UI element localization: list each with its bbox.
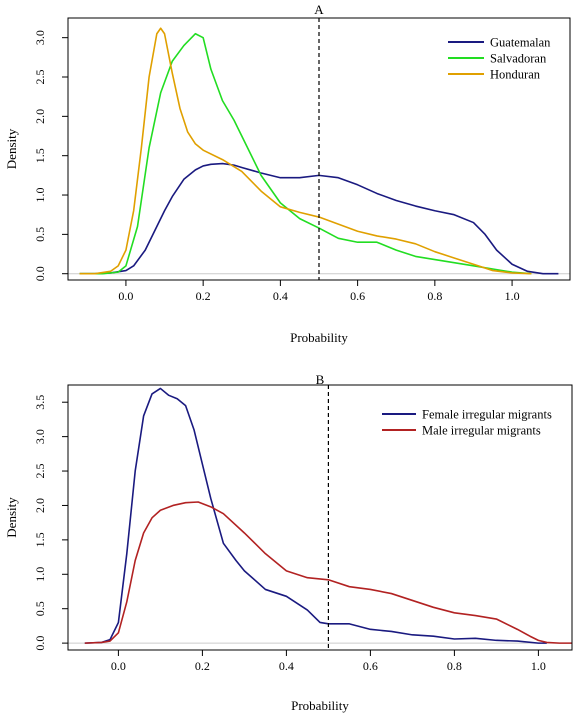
chart-title: A: [314, 2, 324, 17]
series-line-honduran: [79, 27, 532, 275]
y-tick-label: 0.0: [33, 266, 47, 281]
y-tick-label: 1.0: [33, 567, 47, 582]
x-axis-title: Probability: [290, 330, 348, 345]
series-line-salvadoran: [79, 32, 532, 275]
legend-label: Honduran: [490, 67, 541, 81]
legend: Guatemalan Salvadoran Honduran: [448, 35, 551, 81]
x-tick-label: 0.8: [447, 659, 462, 673]
x-axis-title: Probability: [291, 698, 349, 713]
y-tick-label: 1.5: [33, 148, 47, 163]
y-tick-label: 2.5: [33, 464, 47, 479]
series-line-female-irregular-migrants: [84, 387, 547, 644]
series-line-male-irregular-migrants: [84, 501, 572, 644]
legend-label: Male irregular migrants: [422, 423, 541, 437]
legend-label: Salvadoran: [490, 51, 547, 65]
x-tick-label: 0.6: [350, 289, 365, 303]
x-tick-label: 1.0: [505, 289, 520, 303]
x-tick-label: 0.4: [273, 289, 288, 303]
x-tick-label: 0.0: [111, 659, 126, 673]
y-tick-label: 1.0: [33, 188, 47, 203]
y-tick-label: 3.0: [33, 429, 47, 444]
series-line-guatemalan: [79, 162, 559, 275]
y-axis-title: Density: [4, 497, 19, 538]
y-tick-label: 3.5: [33, 395, 47, 410]
y-tick-label: 1.5: [33, 532, 47, 547]
y-tick-label: 2.0: [33, 109, 47, 124]
y-tick-label: 0.5: [33, 601, 47, 616]
y-tick-label: 3.0: [33, 30, 47, 45]
y-axis-title: Density: [4, 128, 19, 169]
legend-label: Guatemalan: [490, 35, 551, 49]
x-tick-label: 0.2: [196, 289, 211, 303]
legend: Female irregular migrants Male irregular …: [382, 407, 552, 437]
x-tick-label: 0.2: [195, 659, 210, 673]
y-tick-label: 2.5: [33, 70, 47, 85]
x-tick-label: 0.6: [363, 659, 378, 673]
x-tick-label: 0.4: [279, 659, 294, 673]
chart-panel-a: A 0.0 0.2 0.4 0.6 0.8 1.0 0.0 0.5 1.0 1.5 2.0 2.5 3.0…: [4, 2, 571, 345]
x-tick-label: 0.8: [427, 289, 442, 303]
chart-title: B: [316, 372, 325, 387]
y-tick-label: 2.0: [33, 498, 47, 513]
y-tick-label: 0.0: [33, 636, 47, 651]
chart-panel-b: B 0.0 0.2 0.4 0.6 0.8 1.0 0.0 0.5 1.0 1.5 2.0 2.5 3.0…: [4, 372, 573, 713]
x-tick-label: 1.0: [531, 659, 546, 673]
legend-label: Female irregular migrants: [422, 407, 552, 421]
x-tick-label: 0.0: [118, 289, 133, 303]
y-tick-label: 0.5: [33, 227, 47, 242]
